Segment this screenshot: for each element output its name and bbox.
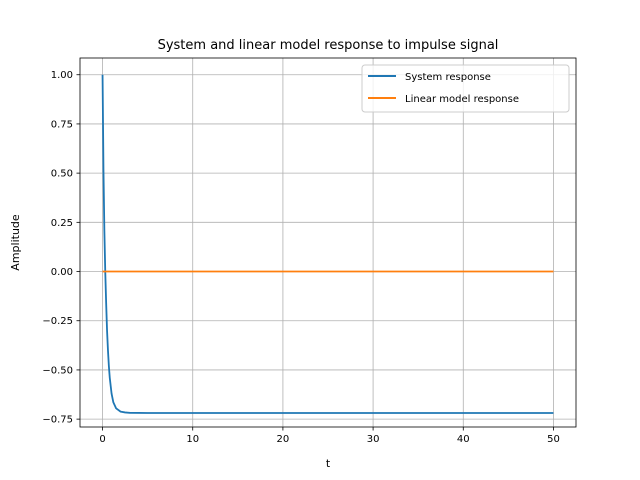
y-tick-label: 1.00	[51, 70, 73, 81]
y-tick-label: 0.00	[51, 267, 73, 278]
axis-ticks: 0 10 20 30 40 50 1.00 0.75 0.50 0.25 0.00 −0.25 −0.5…	[42, 70, 559, 445]
y-tick-label: 0.50	[51, 169, 73, 180]
x-axis-label: t	[326, 457, 331, 470]
series-lines	[101, 74, 554, 414]
series-line-0	[101, 74, 554, 414]
y-tick-label: 0.25	[51, 218, 73, 229]
plot-area-background	[80, 58, 576, 427]
y-tick-label: 0.75	[51, 119, 73, 130]
chart-title: System and linear model response to impu…	[158, 38, 499, 53]
x-tick-label: 0	[99, 434, 105, 445]
y-tick-label: −0.25	[42, 316, 73, 327]
x-tick-label: 30	[367, 434, 380, 445]
legend-label-linear-model-response: Linear model response	[405, 94, 519, 105]
x-tick-label: 10	[186, 434, 199, 445]
plot-area-frame	[79, 57, 577, 428]
y-tick-label: −0.75	[42, 415, 73, 426]
legend-box	[361, 64, 570, 113]
x-tick-label: 20	[277, 434, 290, 445]
legend-label-system-response: System response	[405, 72, 491, 83]
x-tick-label: 50	[547, 434, 560, 445]
y-axis-label: Amplitude	[9, 214, 22, 271]
y-tick-label: −0.50	[42, 365, 73, 376]
x-tick-label: 40	[457, 434, 470, 445]
legend: System response Linear model response	[361, 64, 570, 113]
